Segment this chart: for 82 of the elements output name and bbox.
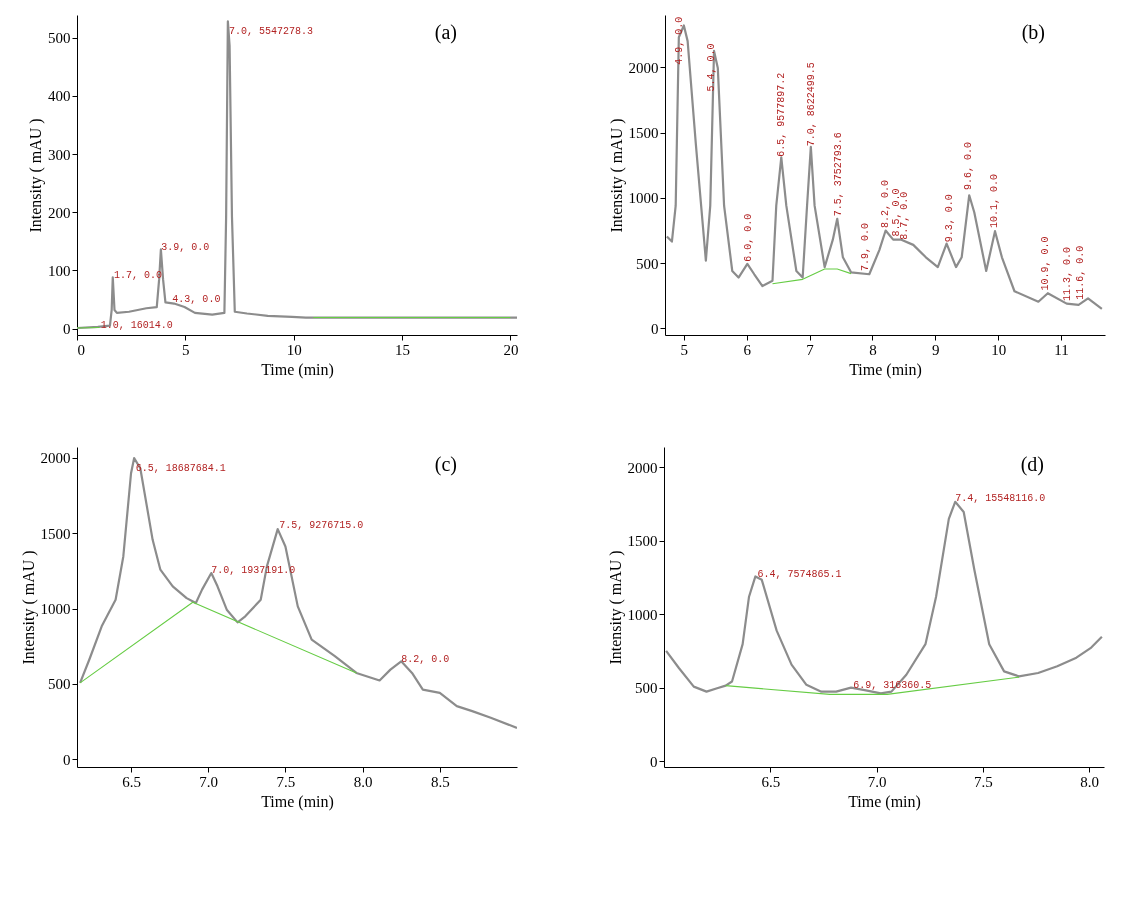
x-tick-label: 7.0 bbox=[867, 773, 887, 790]
x-tick-label: 7.5 bbox=[276, 773, 296, 790]
y-tick-label: 1000 bbox=[628, 190, 659, 207]
y-tick-label: 1500 bbox=[627, 533, 658, 550]
y-tick-label: 1500 bbox=[40, 525, 71, 542]
annotation: 7.0, 8622499.5 bbox=[806, 62, 818, 147]
x-tick-label: 8.0 bbox=[1080, 773, 1099, 790]
x-tick-label: 7.0 bbox=[199, 773, 219, 790]
x-tick-label: 11 bbox=[1054, 341, 1069, 358]
x-tick-label: 7.5 bbox=[973, 773, 993, 790]
y-tick-label: 0 bbox=[63, 321, 71, 338]
y-axis-title: Intensity ( mAU ) bbox=[607, 118, 626, 233]
y-tick-label: 500 bbox=[636, 255, 659, 272]
y-axis-title: Intensity ( mAU ) bbox=[27, 118, 45, 233]
annotation: 5.4, 0.0 bbox=[705, 43, 717, 92]
x-tick-label: 7 bbox=[806, 341, 815, 358]
y-tick-label: 2000 bbox=[627, 459, 658, 476]
annotation: (a) bbox=[434, 21, 457, 44]
y-tick-label: 2000 bbox=[628, 59, 659, 76]
annotation: 4.3, 0.0 bbox=[172, 293, 221, 305]
x-tick-label: 0 bbox=[77, 341, 85, 358]
x-tick-label: 8.5 bbox=[430, 773, 450, 790]
annotation: 11.3, 0.0 bbox=[1062, 247, 1074, 302]
y-tick-label: 100 bbox=[48, 262, 71, 279]
annotation: 7.4, 15548116.0 bbox=[955, 493, 1046, 505]
annotation: 6.0, 0.0 bbox=[742, 213, 754, 262]
annotation: 7.0, 5547278.3 bbox=[228, 25, 313, 37]
x-tick-label: 15 bbox=[395, 341, 411, 358]
x-tick-label: 10 bbox=[991, 341, 1007, 358]
annotation: 1.7, 0.0 bbox=[114, 270, 163, 282]
x-tick-label: 5 bbox=[182, 341, 190, 358]
line-series bbox=[771, 268, 852, 285]
annotation: 7.0, 1937191.0 bbox=[211, 565, 296, 577]
x-tick-label: 5 bbox=[680, 341, 689, 358]
annotation: 9.3, 0.0 bbox=[944, 194, 956, 243]
annotation: (c) bbox=[434, 453, 457, 476]
x-tick-label: 6.5 bbox=[122, 773, 141, 790]
y-tick-label: 200 bbox=[48, 204, 71, 221]
y-tick-label: 1000 bbox=[627, 606, 658, 623]
annotation: 11.6, 0.0 bbox=[1074, 245, 1086, 300]
annotation: 1.0, 16014.0 bbox=[100, 319, 173, 331]
annotation: 10.9, 0.0 bbox=[1040, 236, 1052, 291]
annotation: 10.1, 0.0 bbox=[989, 173, 1001, 228]
annotation: 6.4, 7574865.1 bbox=[757, 568, 842, 580]
y-axis-title: Intensity ( mAU ) bbox=[19, 550, 38, 665]
y-tick-label: 500 bbox=[48, 30, 71, 47]
annotation: 4.9, 0.0 bbox=[673, 16, 685, 65]
y-tick-label: 2000 bbox=[40, 450, 71, 467]
x-axis-title: Time (min) bbox=[848, 792, 921, 811]
annotation: 6.5, 18687684.1 bbox=[135, 462, 226, 474]
x-tick-label: 8.0 bbox=[353, 773, 373, 790]
x-tick-label: 9 bbox=[932, 341, 940, 358]
x-axis-title: Time (min) bbox=[849, 360, 922, 379]
y-tick-label: 500 bbox=[635, 680, 658, 697]
x-axis-title: Time (min) bbox=[261, 792, 334, 811]
x-axis-title: Time (min) bbox=[261, 360, 334, 379]
annotation: 8.2, 0.0 bbox=[880, 179, 891, 228]
y-tick-label: 400 bbox=[48, 88, 71, 105]
x-tick-label: 6.5 bbox=[761, 773, 781, 790]
y-tick-label: 1500 bbox=[628, 125, 659, 142]
y-tick-label: 0 bbox=[651, 320, 659, 337]
y-tick-label: 500 bbox=[48, 676, 71, 693]
x-tick-label: 20 bbox=[503, 341, 519, 358]
annotation: 6.9, 316360.5 bbox=[853, 679, 932, 691]
annotation: 3.9, 0.0 bbox=[161, 242, 210, 254]
line-series bbox=[78, 457, 517, 730]
y-tick-label: 0 bbox=[650, 753, 658, 770]
x-tick-label: 8 bbox=[869, 341, 877, 358]
annotation: 7.5, 9276715.0 bbox=[279, 519, 364, 531]
x-tick-label: 6 bbox=[743, 341, 752, 358]
annotation: 7.9, 0.0 bbox=[859, 222, 871, 271]
annotation: 7.5, 3752793.6 bbox=[832, 132, 844, 217]
annotation: 9.6, 0.0 bbox=[962, 142, 974, 191]
annotation: 8.2, 0.0 bbox=[401, 653, 450, 665]
y-tick-label: 0 bbox=[63, 751, 71, 768]
y-axis-title: Intensity ( mAU ) bbox=[606, 550, 625, 665]
y-tick-label: 1000 bbox=[40, 601, 71, 618]
y-tick-label: 300 bbox=[48, 146, 71, 163]
annotation: 6.5, 9577897.2 bbox=[776, 72, 788, 157]
x-tick-label: 10 bbox=[286, 341, 302, 358]
annotation: (d) bbox=[1020, 453, 1044, 476]
annotation: (b) bbox=[1021, 21, 1045, 44]
